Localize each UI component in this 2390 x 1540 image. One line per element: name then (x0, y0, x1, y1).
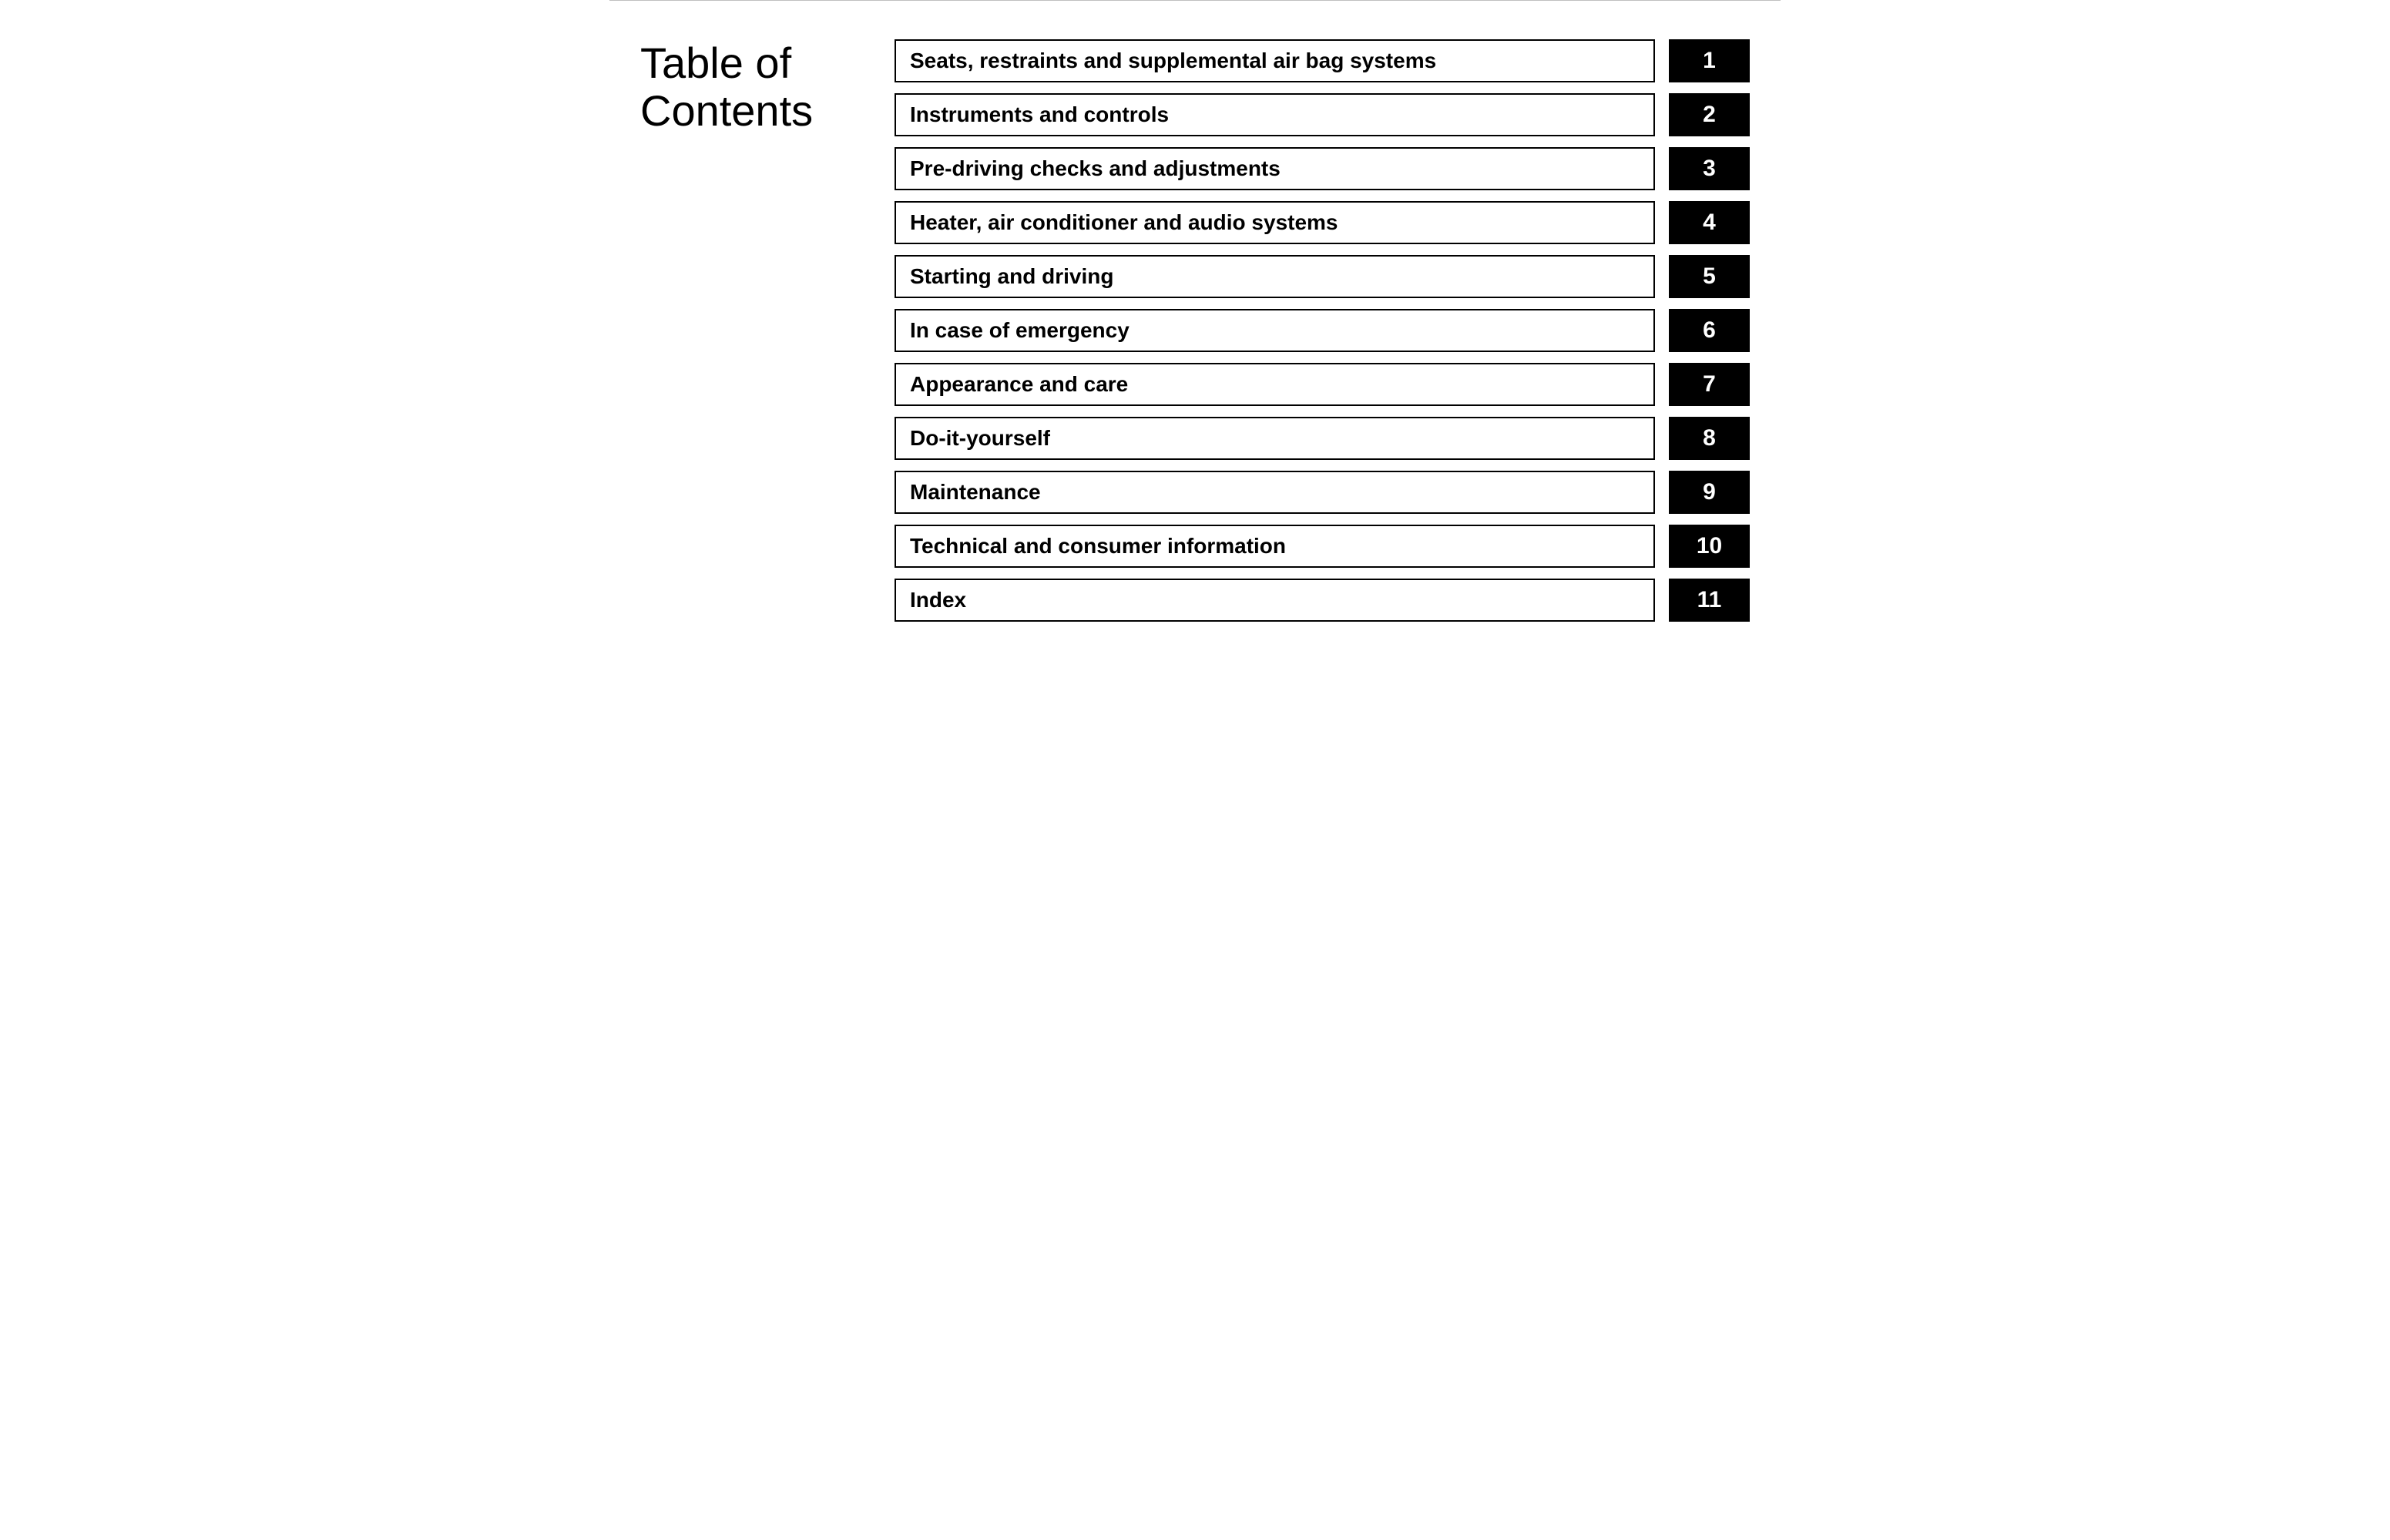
toc-row[interactable]: Appearance and care 7 (895, 363, 1750, 406)
toc-row[interactable]: Do-it-yourself 8 (895, 417, 1750, 460)
toc-label: Appearance and care (895, 363, 1655, 406)
toc-label: In case of emergency (895, 309, 1655, 352)
toc-label: Do-it-yourself (895, 417, 1655, 460)
toc-number: 2 (1669, 93, 1750, 136)
toc-row[interactable]: Heater, air conditioner and audio system… (895, 201, 1750, 244)
toc-label: Index (895, 579, 1655, 622)
toc-row[interactable]: Index 11 (895, 579, 1750, 622)
title-column: Table of Contents (640, 39, 871, 134)
toc-label: Technical and consumer information (895, 525, 1655, 568)
toc-number: 7 (1669, 363, 1750, 406)
toc-number: 11 (1669, 579, 1750, 622)
toc-number: 3 (1669, 147, 1750, 190)
toc-label: Maintenance (895, 471, 1655, 514)
toc-label: Seats, restraints and supplemental air b… (895, 39, 1655, 82)
toc-row[interactable]: Starting and driving 5 (895, 255, 1750, 298)
toc-row[interactable]: Instruments and controls 2 (895, 93, 1750, 136)
toc-label: Starting and driving (895, 255, 1655, 298)
toc-row[interactable]: Maintenance 9 (895, 471, 1750, 514)
toc-number: 1 (1669, 39, 1750, 82)
toc-number: 4 (1669, 201, 1750, 244)
toc-row[interactable]: Pre-driving checks and adjustments 3 (895, 147, 1750, 190)
toc-label: Heater, air conditioner and audio system… (895, 201, 1655, 244)
toc-row[interactable]: Seats, restraints and supplemental air b… (895, 39, 1750, 82)
toc-row[interactable]: Technical and consumer information 10 (895, 525, 1750, 568)
toc-label: Instruments and controls (895, 93, 1655, 136)
title-line-1: Table of (640, 39, 791, 87)
toc-row[interactable]: In case of emergency 6 (895, 309, 1750, 352)
toc-number: 10 (1669, 525, 1750, 568)
toc-number: 8 (1669, 417, 1750, 460)
page-title: Table of Contents (640, 39, 871, 134)
toc-number: 6 (1669, 309, 1750, 352)
toc-label: Pre-driving checks and adjustments (895, 147, 1655, 190)
title-line-2: Contents (640, 86, 813, 135)
toc-number: 9 (1669, 471, 1750, 514)
content-wrap: Table of Contents Seats, restraints and … (640, 39, 1750, 622)
toc-number: 5 (1669, 255, 1750, 298)
page: Table of Contents Seats, restraints and … (609, 0, 1781, 660)
toc-entries: Seats, restraints and supplemental air b… (895, 39, 1750, 622)
